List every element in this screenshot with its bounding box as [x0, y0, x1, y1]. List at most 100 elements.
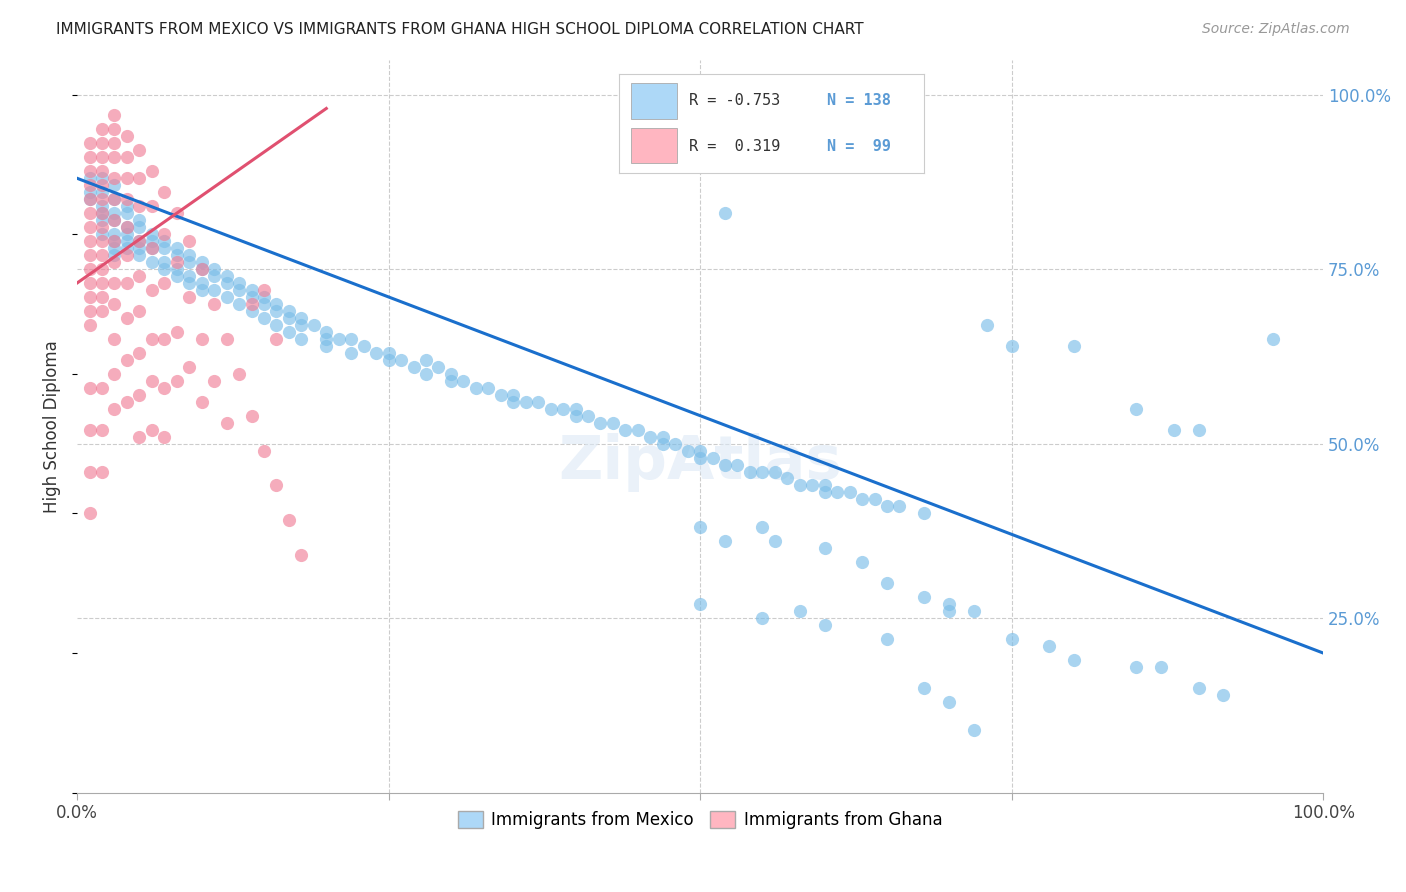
Point [464, 381, 486, 395]
Point [103, 248, 125, 262]
Point [166, 206, 188, 220]
Point [91, 199, 114, 213]
Point [115, 248, 138, 262]
Point [240, 297, 263, 311]
Point [266, 318, 288, 332]
Point [128, 234, 150, 248]
Point [302, 318, 325, 332]
Point [115, 220, 138, 235]
Point [79, 164, 101, 178]
Point [153, 241, 176, 255]
Point [564, 401, 586, 416]
Point [79, 150, 101, 164]
Point [115, 241, 138, 255]
Point [1001, 339, 1024, 353]
Point [651, 429, 673, 443]
Point [91, 192, 114, 206]
Point [1212, 688, 1234, 702]
Point [714, 534, 737, 549]
Point [1125, 401, 1147, 416]
Point [128, 268, 150, 283]
Point [166, 374, 188, 388]
Point [240, 290, 263, 304]
Point [253, 283, 276, 297]
Point [190, 276, 212, 290]
Point [253, 297, 276, 311]
Point [79, 262, 101, 277]
Point [938, 695, 960, 709]
Point [179, 290, 201, 304]
Point [91, 304, 114, 318]
Point [103, 241, 125, 255]
Point [202, 374, 225, 388]
Point [215, 276, 238, 290]
Point [738, 465, 761, 479]
Point [91, 248, 114, 262]
Point [377, 352, 399, 367]
Point [215, 332, 238, 346]
Point [79, 206, 101, 220]
Point [115, 206, 138, 220]
Point [103, 122, 125, 136]
Point [115, 394, 138, 409]
Point [751, 520, 773, 534]
Point [763, 534, 786, 549]
Point [128, 429, 150, 443]
Point [290, 310, 312, 325]
Point [1063, 339, 1085, 353]
Point [79, 136, 101, 151]
Point [614, 423, 637, 437]
Point [689, 443, 711, 458]
Point [115, 276, 138, 290]
Point [751, 465, 773, 479]
Point [377, 346, 399, 360]
Point [240, 304, 263, 318]
Point [103, 150, 125, 164]
Point [128, 220, 150, 235]
Point [266, 332, 288, 346]
Point [340, 346, 363, 360]
Point [863, 492, 886, 507]
Text: IMMIGRANTS FROM MEXICO VS IMMIGRANTS FROM GHANA HIGH SCHOOL DIPLOMA CORRELATION : IMMIGRANTS FROM MEXICO VS IMMIGRANTS FRO… [56, 22, 863, 37]
Point [1150, 660, 1173, 674]
Point [141, 241, 163, 255]
Point [141, 332, 163, 346]
Point [838, 485, 860, 500]
Point [128, 241, 150, 255]
Point [190, 262, 212, 277]
Point [141, 227, 163, 241]
Point [963, 723, 986, 737]
Point [103, 234, 125, 248]
Point [115, 227, 138, 241]
Point [79, 290, 101, 304]
Point [876, 500, 898, 514]
Point [179, 268, 201, 283]
Point [128, 234, 150, 248]
Point [1263, 332, 1285, 346]
Point [825, 485, 848, 500]
Point [91, 220, 114, 235]
Point [202, 283, 225, 297]
Point [502, 388, 524, 402]
Point [215, 268, 238, 283]
Point [253, 310, 276, 325]
Point [115, 352, 138, 367]
Point [1063, 653, 1085, 667]
Point [651, 436, 673, 450]
Point [166, 255, 188, 269]
Point [141, 374, 163, 388]
Point [79, 192, 101, 206]
Point [153, 227, 176, 241]
Point [277, 325, 299, 339]
Point [179, 359, 201, 374]
Point [240, 283, 263, 297]
Point [202, 262, 225, 277]
Point [179, 248, 201, 262]
Point [141, 199, 163, 213]
Point [153, 381, 176, 395]
Point [477, 381, 499, 395]
Point [141, 423, 163, 437]
Point [689, 520, 711, 534]
Point [564, 409, 586, 423]
Point [963, 604, 986, 618]
